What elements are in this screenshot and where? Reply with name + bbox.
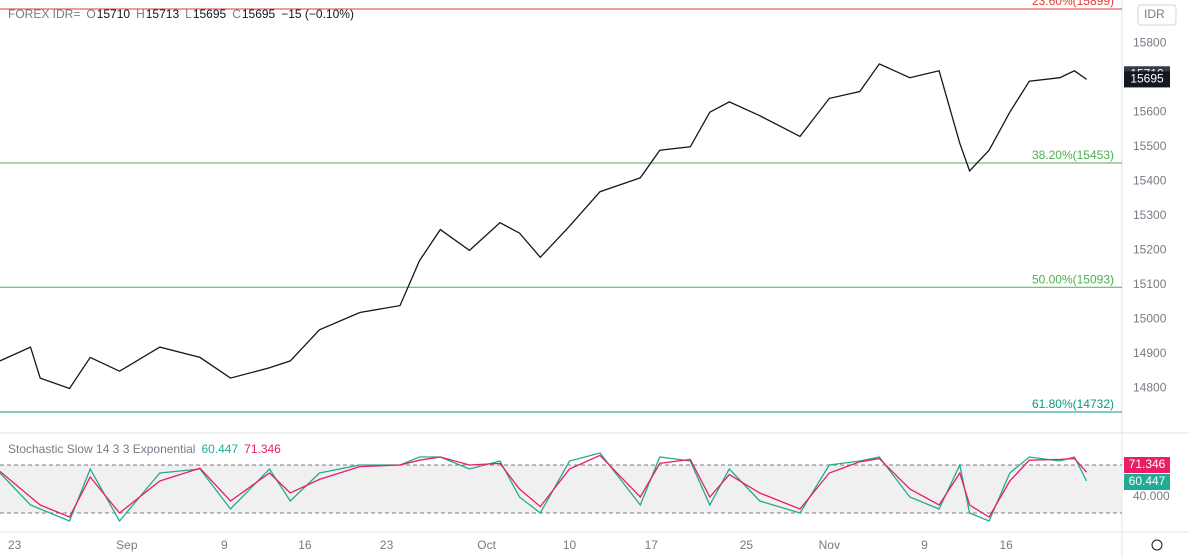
x-tick-label: 10 [563,538,577,552]
y-tick-label: 15200 [1133,243,1167,257]
y-tick-label: 14800 [1133,381,1167,395]
ohlc-key: L [185,7,192,21]
legend-header: FOREX IDR= O15710 H15713 L15695 C15695 −15 (−… [8,7,354,21]
y-tick-label: 15100 [1133,277,1167,291]
currency[interactable]: IDR [1144,7,1165,21]
y-tick-label: 15000 [1133,312,1167,326]
x-tick-label: 16 [999,538,1013,552]
osc-tick-label: 40.000 [1133,489,1170,503]
y-tick-label: 14900 [1133,346,1167,360]
ohlc-key: H [136,7,145,21]
ohlc-value: 15695 [193,7,227,21]
x-tick-label: 23 [380,538,394,552]
currency-box[interactable] [1137,4,1177,26]
x-tick-label: Oct [477,538,496,552]
x-tick-label: 17 [645,538,659,552]
y-tick-label: 15500 [1133,139,1167,153]
ohlc-value: 15710 [97,7,131,21]
osc-label-box [1124,474,1170,490]
x-tick-label: Sep [116,538,138,552]
osc-label-box [1124,457,1170,473]
x-tick-label: 9 [921,538,928,552]
osc-line [0,454,1088,518]
osc-label: 60.447 [1129,474,1166,488]
x-tick-label: 16 [298,538,312,552]
price-label-box [1124,71,1170,88]
ohlc-value: 15713 [146,7,180,21]
change: −15 (−0.10%) [281,7,354,21]
symbol: FOREX IDR= [8,7,80,21]
fib-label: 23.60%(15899) [1032,0,1114,8]
fib-label: 61.80%(14732) [1032,397,1114,411]
y-tick-label: 15800 [1133,35,1167,49]
ohlc-value: 15695 [242,7,276,21]
x-tick-label: Nov [819,538,840,552]
osc-label: 71.346 [1129,457,1166,471]
osc-value: 60.447 [201,442,238,456]
price-label: 15695 [1130,72,1164,86]
osc-value: 71.346 [244,442,281,456]
ohlc-key: O [86,7,95,21]
y-tick-label: 15600 [1133,104,1167,118]
x-tick-label: 23 [8,538,22,552]
price-line [0,63,1087,390]
ohlc-key: C [232,7,241,21]
currency-button[interactable]: IDR [1137,4,1177,26]
y-tick-label: 15400 [1133,173,1167,187]
x-tick-label: 9 [221,538,228,552]
x-tick-label: 25 [740,538,754,552]
osc-header: Stochastic Slow 14 3 3 Exponential 60.447… [8,442,281,456]
settings-icon[interactable] [1151,539,1163,551]
y-tick-label: 15300 [1133,208,1167,222]
fib-label: 38.20%(15453) [1032,148,1114,162]
fib-label: 50.00%(15093) [1032,272,1114,286]
osc-title: Stochastic Slow 14 3 3 Exponential [8,442,195,456]
